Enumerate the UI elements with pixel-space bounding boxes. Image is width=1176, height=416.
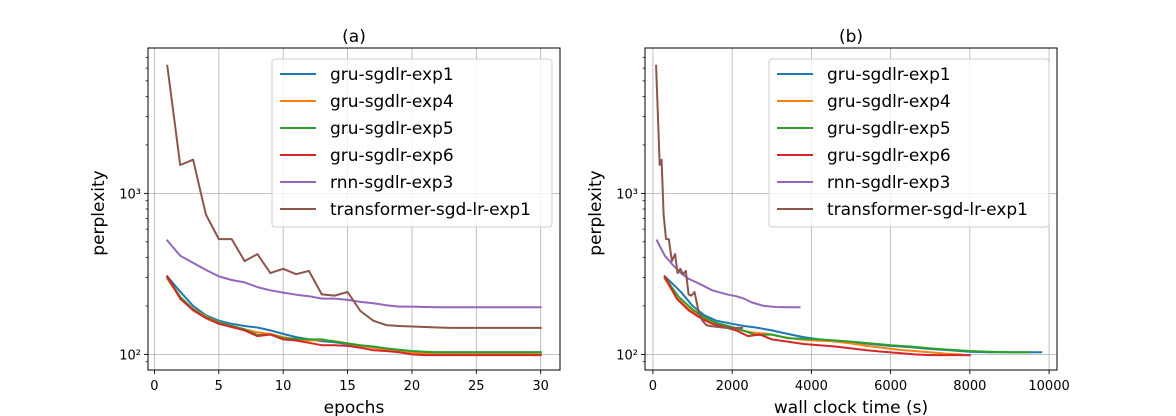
chart-b-series-line-6 [655,64,744,329]
chart-a-series-group [165,64,542,357]
chart-a-legend-label: transformer-sgd-lr-exp1 [330,200,531,220]
chart-b-legend-box [768,58,1050,228]
chart-a-series-line-4 [165,275,542,357]
chart-a-xtick-label: 0 [150,379,158,394]
chart-a-legend-box [271,58,553,228]
chart-b-series-group [655,64,1043,357]
chart-a-title: (a) [342,27,366,47]
chart-a-ytick-label: 10³ [119,187,141,202]
chart-b-legend-label: gru-sgdlr-exp6 [827,146,951,166]
chart-a-legend-label: gru-sgdlr-exp6 [330,146,454,166]
chart-b-xlabel: wall clock time (s) [774,398,928,416]
chart-b-ylabel: perplexity [586,170,606,255]
chart-a-legend-label: gru-sgdlr-exp4 [330,92,454,112]
chart-b-xtick-label: 4000 [795,379,828,394]
chart-b-xtick-label: 2000 [716,379,749,394]
chart-b-ytick-label: 10² [616,348,638,363]
chart-b-xtick-label: 0 [649,379,657,394]
chart-b-legend-label: gru-sgdlr-exp4 [827,92,951,112]
chart-b-series-line-4 [663,275,971,357]
chart-b-plot-frame [644,47,1058,371]
chart-a-xtick-label: 25 [468,379,485,394]
chart-a-ylabel: perplexity [89,170,109,255]
chart-b-legend-label: rnn-sgdlr-exp3 [827,173,950,193]
chart-b-legend: gru-sgdlr-exp1 gru-sgdlr-exp4 gru-sgdlr-ex… [768,58,1050,228]
chart-a: (a) epochs perplexity 0 5 10 15 20 25 30 10² 10³… [89,27,561,416]
chart-a-legend-label: gru-sgdlr-exp5 [330,119,454,139]
chart-b: (b) wall clock time (s) perplexity 0 2000… [586,27,1070,416]
chart-b-legend-label: gru-sgdlr-exp1 [827,65,951,85]
chart-b-legend-label: gru-sgdlr-exp5 [827,119,951,139]
chart-b-legend-label: transformer-sgd-lr-exp1 [827,200,1028,220]
chart-b-xtick-label: 10000 [1028,379,1069,394]
chart-a-legend: gru-sgdlr-exp1 gru-sgdlr-exp4 gru-sgdlr-ex… [271,58,553,228]
chart-a-ytick-label: 10² [119,348,141,363]
chart-a-legend-label: gru-sgdlr-exp1 [330,65,454,85]
chart-a-plot-frame [147,47,561,371]
chart-b-xtick-label: 6000 [874,379,907,394]
chart-a-xtick-label: 20 [404,379,421,394]
chart-b-series-line-3 [663,276,1031,354]
chart-a-legend-label: rnn-sgdlr-exp3 [330,173,453,193]
chart-a-series-line-6 [166,64,542,329]
chart-b-ytick-label: 10³ [616,187,638,202]
chart-a-xtick-label: 15 [339,379,356,394]
chart-a-xlabel: epochs [324,398,385,416]
chart-a-xtick-label: 30 [532,379,549,394]
chart-a-xtick-label: 5 [215,379,223,394]
chart-b-xtick-label: 8000 [953,379,986,394]
chart-a-xtick-label: 10 [275,379,292,394]
chart-b-title: (b) [839,27,863,47]
